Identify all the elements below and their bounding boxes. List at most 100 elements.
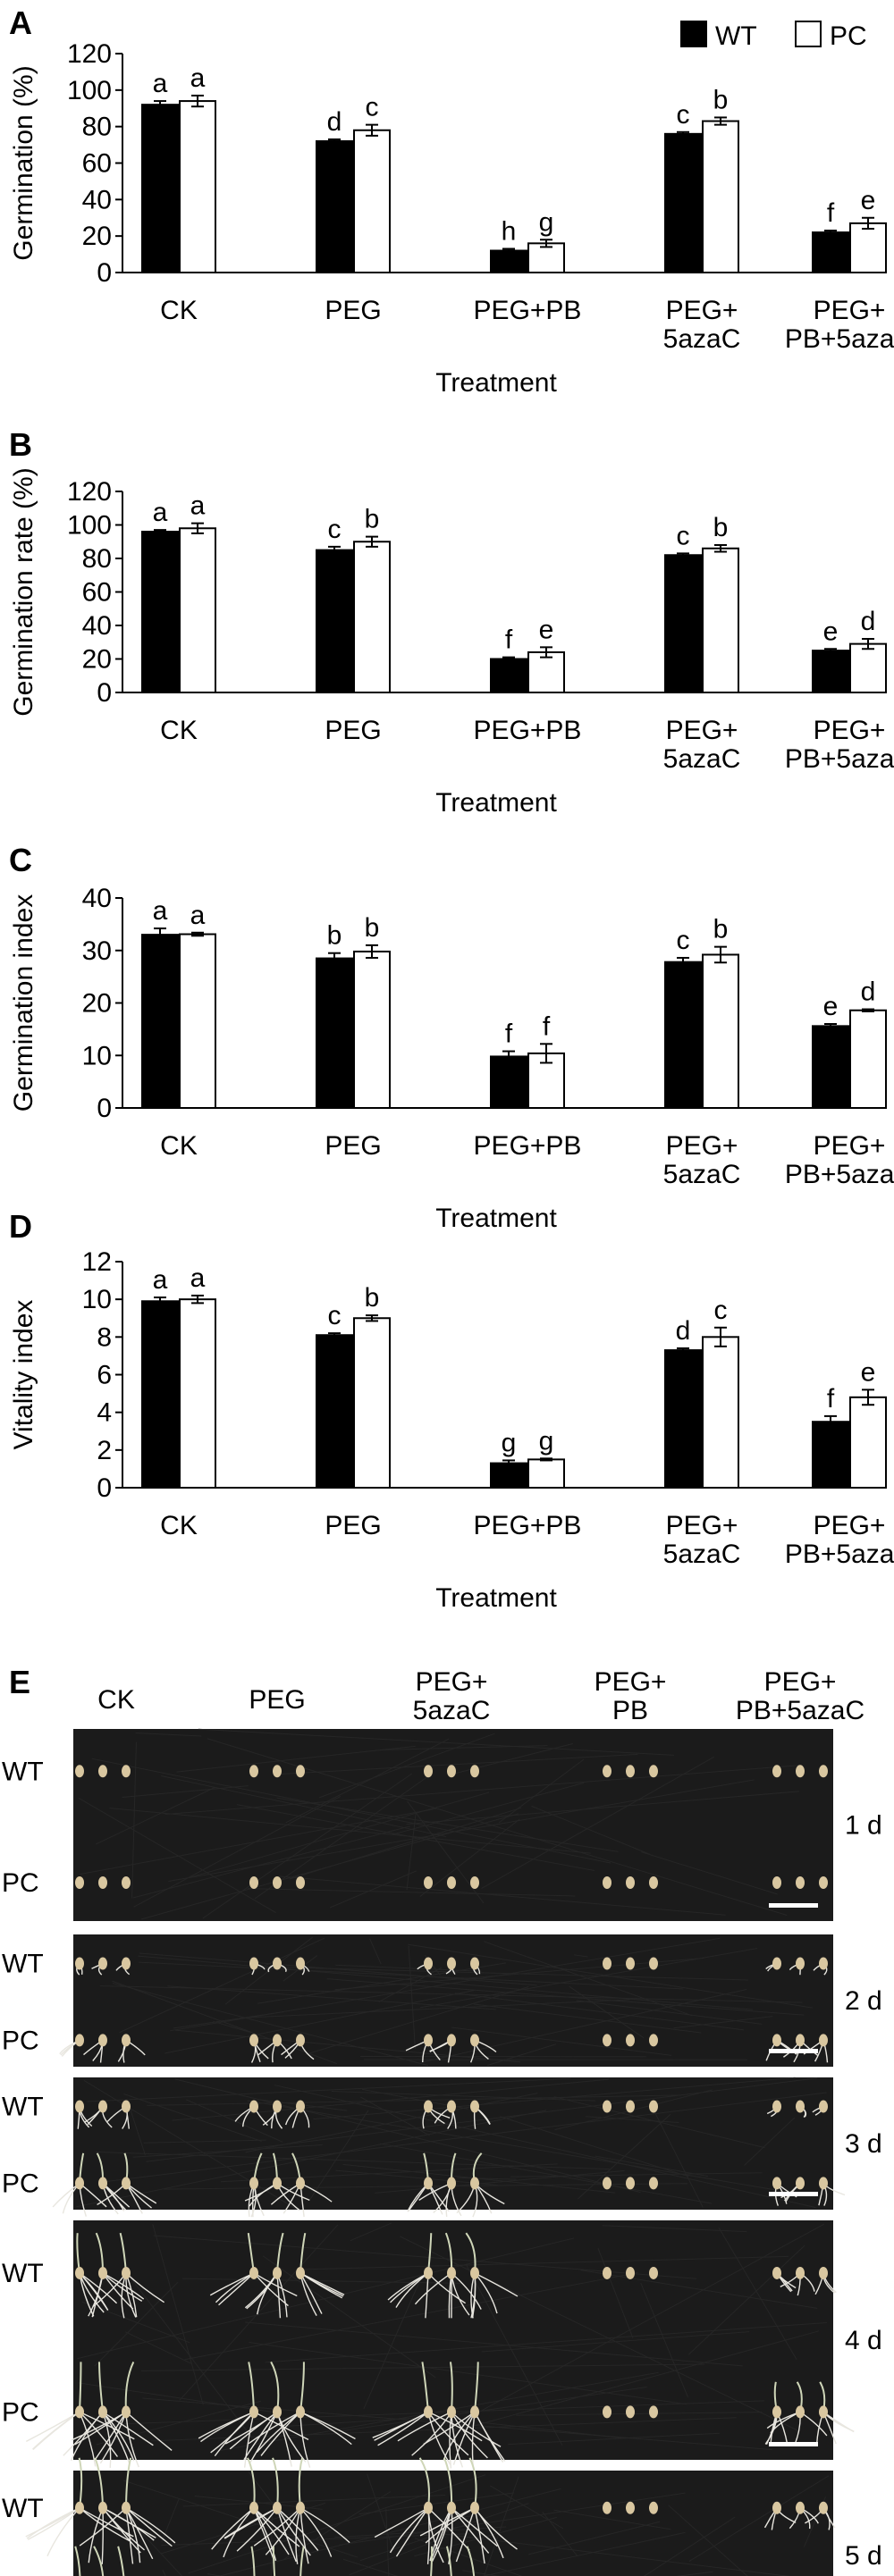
bar-pc xyxy=(527,242,565,274)
photo-texture xyxy=(408,1945,416,2049)
seedling-root xyxy=(125,2507,173,2547)
significance-letter: a xyxy=(153,69,168,98)
photo-texture xyxy=(640,2282,689,2398)
photo-column-header-line: 5azaC xyxy=(413,1696,491,1725)
photo-column-header: PEG+ PB xyxy=(595,1667,667,1725)
seed xyxy=(296,1876,305,1889)
photo-texture xyxy=(172,2078,609,2121)
bar-wt xyxy=(141,531,179,693)
row-label-wt: WT xyxy=(2,2093,44,2122)
bar-wt xyxy=(316,549,353,693)
photo-texture xyxy=(489,2485,564,2530)
significance-letter: a xyxy=(153,1265,168,1295)
photo-day-block xyxy=(26,2220,855,2469)
x-tick-label-line: PEG+PB xyxy=(474,716,582,745)
seed xyxy=(75,1765,84,1778)
seed xyxy=(273,2266,282,2279)
photo-texture xyxy=(298,2255,789,2270)
significance-letter: f xyxy=(543,1011,551,1041)
photo-texture xyxy=(95,2151,611,2170)
seed xyxy=(819,2266,828,2279)
bar-wt xyxy=(812,1025,849,1109)
row-label-pc: PC xyxy=(2,2397,39,2427)
seed xyxy=(603,2034,611,2047)
seedling-root xyxy=(397,2411,452,2442)
y-tick-label: 120 xyxy=(67,39,112,69)
seed xyxy=(296,1957,305,1970)
photo-texture xyxy=(487,2043,557,2066)
seedling-shoot xyxy=(250,2546,256,2576)
photo-texture xyxy=(350,2222,392,2242)
seed xyxy=(98,2501,107,2514)
photo-texture xyxy=(329,1870,417,1909)
photo-texture xyxy=(457,2177,517,2180)
photo-texture xyxy=(500,2116,689,2177)
x-tick-label-line: PEG+PB xyxy=(474,296,582,325)
seedling-shoot xyxy=(445,2546,452,2576)
seed xyxy=(424,1957,433,1970)
seed xyxy=(122,1765,131,1778)
bar-wt xyxy=(664,961,702,1110)
seedling-root xyxy=(423,2411,476,2446)
photo-texture xyxy=(331,2091,596,2102)
seed xyxy=(649,2501,658,2514)
seed xyxy=(772,1957,781,1970)
seedling-root xyxy=(451,2507,490,2554)
photo-texture xyxy=(516,2412,763,2416)
seed xyxy=(626,2177,635,2190)
bar-pc xyxy=(849,1009,887,1109)
x-tick-label-line: PB+5azaC xyxy=(785,744,894,774)
photo-texture xyxy=(414,2538,523,2576)
seed xyxy=(122,2405,131,2419)
photo-texture xyxy=(309,2110,369,2200)
seed xyxy=(122,2177,131,2190)
photo-texture xyxy=(95,1786,215,1845)
seed xyxy=(249,2405,258,2419)
seed xyxy=(470,2405,479,2419)
seed xyxy=(98,1876,107,1889)
x-tick-label-line: PEG+ xyxy=(814,1511,886,1540)
photo-texture xyxy=(181,2278,463,2284)
y-tick-label: 80 xyxy=(82,113,112,142)
x-tick-label-line: PB+5azaC xyxy=(785,324,894,354)
photo-texture xyxy=(358,2492,515,2515)
row-label-pc: PC xyxy=(2,2026,39,2055)
x-tick-label-line: PB+5azaC xyxy=(785,1160,894,1189)
photo-texture xyxy=(419,1818,520,1897)
photo-texture xyxy=(744,2117,796,2166)
y-tick-label: 30 xyxy=(82,936,112,966)
x-tick-label-line: PEG+ xyxy=(666,716,738,745)
seedling-root xyxy=(299,2507,333,2557)
y-axis-label: Vitality index xyxy=(9,1300,38,1450)
seed xyxy=(296,2034,305,2047)
photo-texture xyxy=(133,1795,342,1908)
bar-wt xyxy=(141,104,179,273)
photo-texture xyxy=(143,2139,266,2144)
day-label: 2 d xyxy=(845,1986,882,2016)
seed xyxy=(75,2100,84,2113)
seed xyxy=(273,1765,282,1778)
seed xyxy=(772,2501,781,2514)
seed xyxy=(424,2034,433,2047)
significance-letter: a xyxy=(153,896,168,926)
seed xyxy=(796,1876,805,1889)
bar-pc xyxy=(849,642,887,693)
photo-texture xyxy=(406,1813,417,1891)
photo-texture xyxy=(597,2248,634,2339)
seed xyxy=(796,2266,805,2279)
x-tick-label-line: PEG+PB xyxy=(474,1511,582,1540)
photo-texture xyxy=(94,2281,179,2367)
seed xyxy=(122,2100,131,2113)
seedling-root xyxy=(451,2507,498,2547)
y-tick-label: 10 xyxy=(82,1285,112,1314)
photo-texture xyxy=(718,2228,797,2361)
seed xyxy=(649,2266,658,2279)
photo-texture xyxy=(454,1993,745,2031)
y-tick-label: 8 xyxy=(97,1322,112,1352)
seedling-root xyxy=(260,2411,301,2456)
seed xyxy=(603,1876,611,1889)
seed xyxy=(447,2501,456,2514)
x-axis-label: Treatment xyxy=(435,788,557,818)
